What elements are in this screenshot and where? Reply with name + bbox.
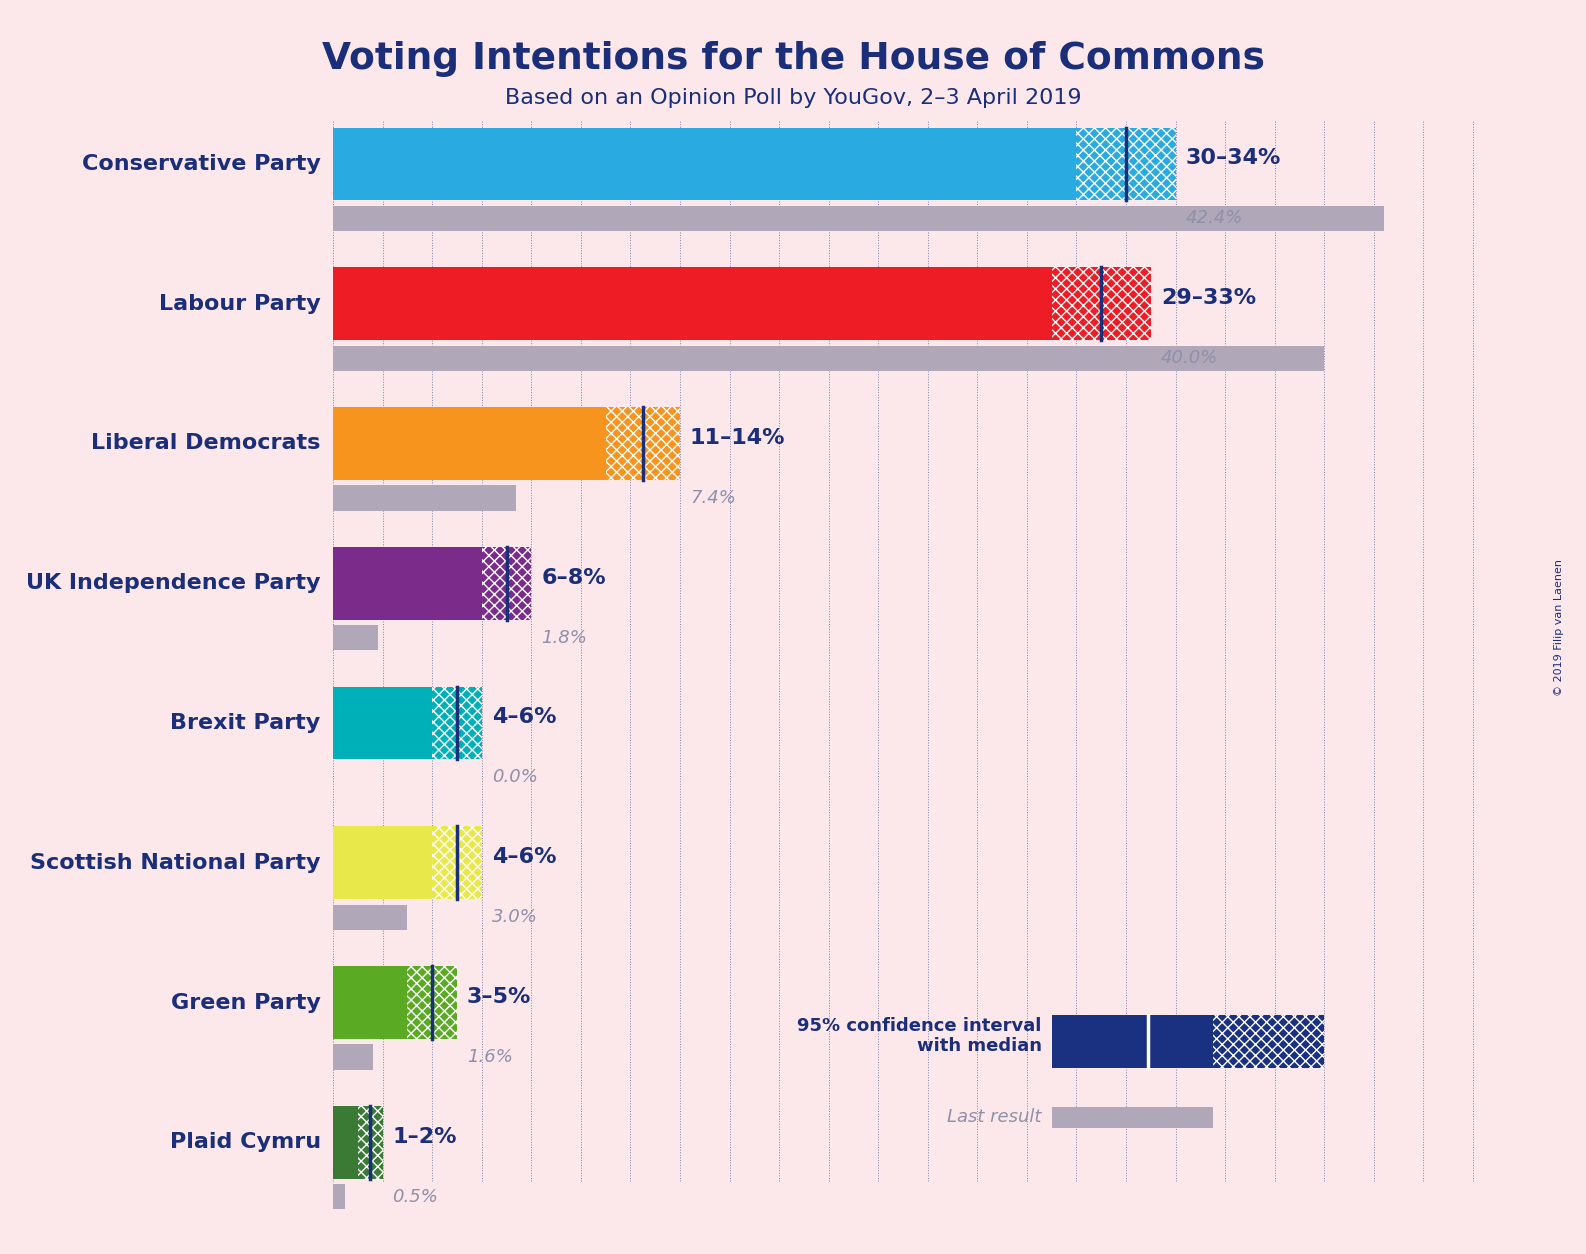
Bar [333, 408, 606, 480]
Bar [1077, 128, 1175, 201]
Text: 29–33%: 29–33% [1161, 288, 1256, 308]
Bar [1052, 1014, 1213, 1068]
Bar [333, 626, 377, 651]
Text: 30–34%: 30–34% [1185, 148, 1281, 168]
Bar [333, 1106, 358, 1179]
Text: Liberal Democrats: Liberal Democrats [92, 434, 320, 454]
Bar [333, 966, 408, 1038]
Text: 3–5%: 3–5% [466, 987, 531, 1007]
Text: 42.4%: 42.4% [1185, 209, 1243, 227]
Text: 1.8%: 1.8% [541, 628, 587, 647]
Text: 1–2%: 1–2% [392, 1126, 457, 1146]
Text: Labour Party: Labour Party [159, 293, 320, 314]
Text: Last result: Last result [947, 1109, 1042, 1126]
Text: 95% confidence interval
with median: 95% confidence interval with median [798, 1017, 1042, 1056]
Bar [333, 826, 431, 899]
Text: 4–6%: 4–6% [492, 707, 557, 727]
Bar [333, 346, 1324, 371]
Bar [1052, 1107, 1213, 1127]
Text: UK Independence Party: UK Independence Party [27, 573, 320, 593]
Text: 7.4%: 7.4% [690, 489, 736, 507]
Bar [482, 547, 531, 619]
Text: 4–6%: 4–6% [492, 848, 557, 868]
Text: 40.0%: 40.0% [1161, 349, 1218, 367]
Bar [431, 687, 482, 760]
Bar [333, 206, 1383, 231]
Text: Conservative Party: Conservative Party [82, 154, 320, 174]
Bar [1052, 267, 1151, 340]
Bar [333, 128, 1077, 201]
Text: Green Party: Green Party [171, 992, 320, 1012]
Text: 0.5%: 0.5% [392, 1188, 438, 1206]
Text: Plaid Cymru: Plaid Cymru [170, 1132, 320, 1152]
Text: 1.6%: 1.6% [466, 1048, 512, 1066]
Bar [333, 267, 1052, 340]
Text: 0.0%: 0.0% [492, 769, 538, 786]
Bar [606, 408, 680, 480]
Bar [333, 1184, 346, 1209]
Text: © 2019 Filip van Laenen: © 2019 Filip van Laenen [1554, 558, 1564, 696]
Bar [431, 826, 482, 899]
Bar [358, 1106, 382, 1179]
Bar [333, 485, 517, 510]
Bar [333, 547, 482, 619]
Text: 3.0%: 3.0% [492, 908, 538, 927]
Bar [333, 1045, 373, 1070]
Bar [408, 966, 457, 1038]
Bar [333, 687, 431, 760]
Text: 6–8%: 6–8% [541, 568, 606, 588]
Text: Scottish National Party: Scottish National Party [30, 853, 320, 873]
Text: Brexit Party: Brexit Party [170, 714, 320, 734]
Text: Based on an Opinion Poll by YouGov, 2–3 April 2019: Based on an Opinion Poll by YouGov, 2–3 … [504, 88, 1082, 108]
Text: Voting Intentions for the House of Commons: Voting Intentions for the House of Commo… [322, 41, 1264, 78]
Bar [1213, 1014, 1324, 1068]
Bar [333, 904, 408, 930]
Text: 11–14%: 11–14% [690, 428, 785, 448]
